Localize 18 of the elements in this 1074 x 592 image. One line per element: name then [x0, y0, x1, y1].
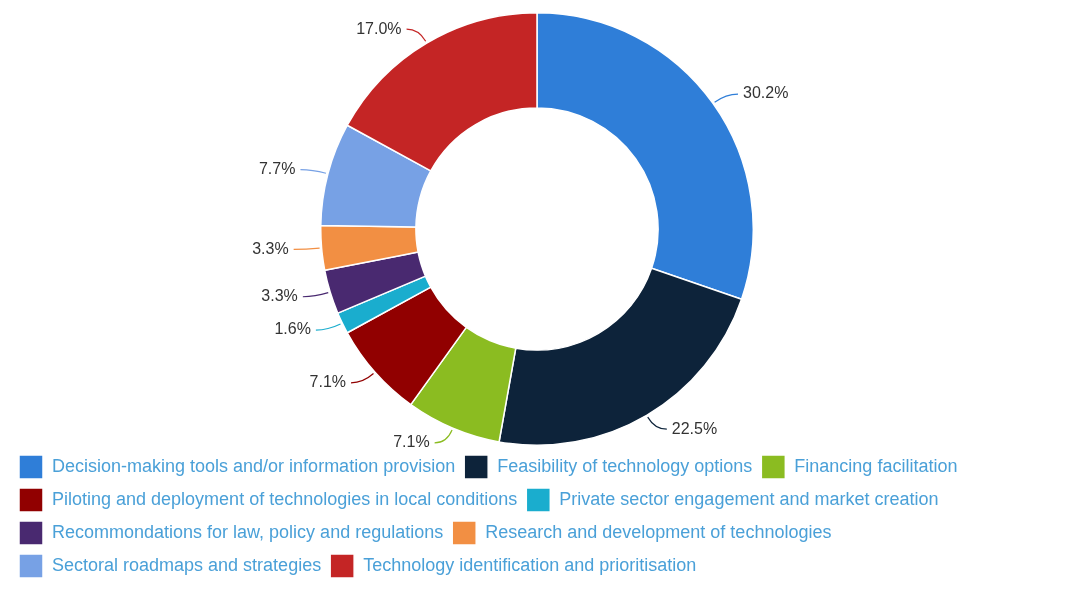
legend-label: Financing facilitation [794, 455, 958, 476]
legend-label: Piloting and deployment of technologies in local conditions [52, 488, 518, 509]
legend-label: Private sector engagement and market creation [559, 488, 939, 509]
data-label: 7.1% [309, 373, 347, 391]
legend-label: Feasibility of technology options [497, 455, 753, 476]
data-label: 17.0% [356, 19, 402, 37]
data-label: 3.3% [261, 287, 298, 305]
legend-label: Research and development of technologies [485, 521, 832, 542]
legend-label: Recommondations for law, policy and regulations [52, 521, 444, 542]
legend-label: Technology identification and prioritisation [363, 554, 697, 575]
data-label: 1.6% [274, 320, 311, 338]
data-label: 30.2% [743, 84, 789, 102]
legend-label: Decision-making tools and/or information provision [52, 455, 456, 476]
data-label: 3.3% [252, 239, 289, 257]
data-label: 7.7% [258, 160, 296, 178]
data-label: 22.5% [671, 419, 718, 437]
legend-label: Sectoral roadmaps and strategies [52, 554, 322, 575]
data-label: 7.1% [393, 433, 430, 451]
